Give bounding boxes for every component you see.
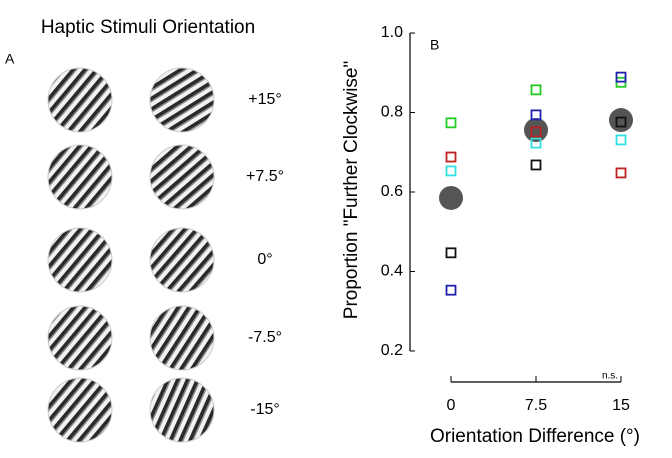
subject-point (445, 165, 457, 177)
y-tick-label: 0.2 (381, 342, 403, 359)
subject-point (445, 284, 457, 296)
subject-point (530, 159, 542, 171)
stimulus-left (47, 377, 113, 443)
subject-point (530, 137, 542, 149)
stimulus-right (149, 227, 215, 293)
mean-point (524, 117, 548, 142)
stimuli (47, 67, 215, 443)
y-tick-label: 1.0 (381, 24, 403, 41)
orientation-label: -15° (250, 401, 280, 418)
subject-point (530, 109, 542, 121)
orientation-label: 0° (257, 251, 272, 268)
orientation-label: +7.5° (246, 168, 284, 185)
panel-a-label: A (5, 51, 15, 67)
stimulus-right (149, 67, 215, 133)
y-tick-label: 0.8 (381, 104, 403, 121)
stimulus-left (47, 227, 113, 293)
subject-point (615, 134, 627, 146)
x-tick-label: 7.5 (525, 397, 547, 414)
stimulus-left (47, 144, 113, 210)
stimulus-left (47, 67, 113, 133)
stimulus-right (149, 305, 215, 371)
x-tick-label: 0 (447, 397, 456, 414)
mean-point (609, 108, 633, 133)
panel-a-title: Haptic Stimuli Orientation (41, 17, 255, 38)
stimulus-right (149, 377, 215, 443)
subject-point (615, 116, 627, 128)
stimulus-left (47, 305, 113, 371)
subject-point (530, 84, 542, 96)
orientation-label: +15° (248, 91, 282, 108)
subject-point (445, 151, 457, 163)
orientation-label: -7.5° (248, 329, 282, 346)
panel-b-label: B (430, 37, 439, 53)
subject-point (445, 117, 457, 129)
subject-point (530, 126, 542, 138)
stimulus-right (149, 144, 215, 210)
annotation: n.s. (602, 371, 618, 382)
subject-point (445, 247, 457, 259)
subject-point (615, 71, 627, 83)
y-tick-label: 0.6 (381, 183, 403, 200)
y-tick-label: 0.4 (381, 263, 403, 280)
subject-point (615, 167, 627, 179)
y-axis-label: Proportion "Further Clockwise" (341, 61, 362, 319)
mean-point (439, 185, 463, 210)
x-tick-label: 15 (612, 397, 630, 414)
x-axis-label: Orientation Difference (°) (430, 426, 640, 447)
